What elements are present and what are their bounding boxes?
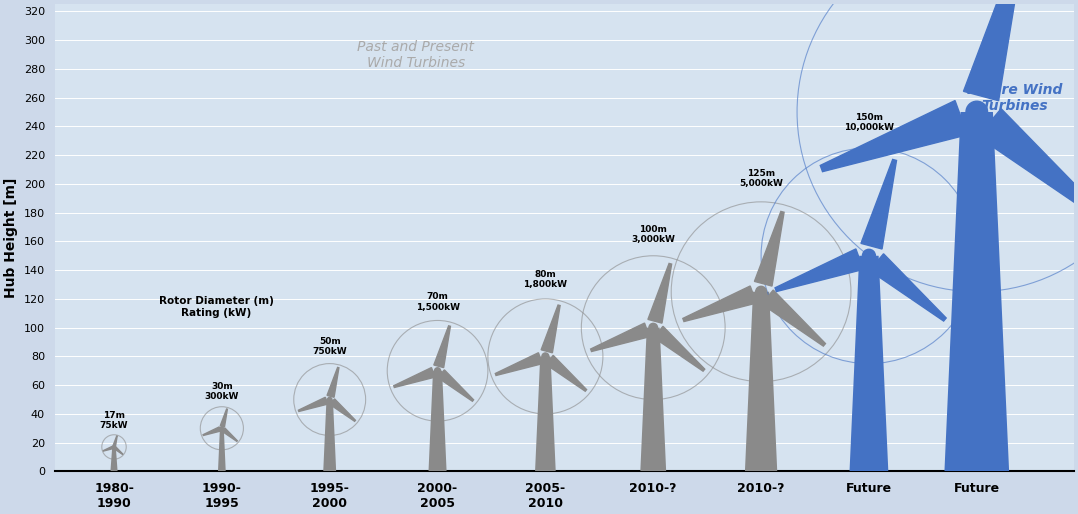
- Polygon shape: [393, 368, 434, 388]
- Polygon shape: [648, 263, 672, 323]
- Polygon shape: [541, 305, 561, 353]
- Polygon shape: [220, 409, 227, 427]
- Polygon shape: [820, 101, 967, 172]
- Polygon shape: [114, 447, 123, 454]
- Text: 150m
10,000kW: 150m 10,000kW: [844, 113, 894, 132]
- Text: 80m
1,800kW: 80m 1,800kW: [524, 270, 567, 289]
- Polygon shape: [755, 211, 784, 286]
- Polygon shape: [433, 326, 451, 368]
- Polygon shape: [545, 355, 586, 391]
- Text: 50m
750kW: 50m 750kW: [313, 337, 347, 356]
- Ellipse shape: [966, 101, 987, 123]
- Ellipse shape: [220, 427, 223, 430]
- Polygon shape: [203, 427, 221, 435]
- Polygon shape: [944, 112, 1009, 471]
- Ellipse shape: [434, 368, 441, 374]
- Polygon shape: [103, 446, 113, 451]
- Polygon shape: [299, 397, 328, 412]
- Polygon shape: [323, 399, 336, 471]
- Polygon shape: [849, 256, 888, 471]
- Text: Past and Present
Wind Turbines: Past and Present Wind Turbines: [358, 40, 474, 70]
- Ellipse shape: [328, 397, 332, 401]
- Ellipse shape: [112, 446, 115, 449]
- Polygon shape: [327, 368, 338, 397]
- Polygon shape: [653, 326, 705, 371]
- Polygon shape: [761, 290, 826, 346]
- Text: 70m
1,500kW: 70m 1,500kW: [415, 292, 459, 311]
- Polygon shape: [218, 428, 225, 471]
- Polygon shape: [330, 399, 356, 421]
- Polygon shape: [591, 323, 650, 352]
- Text: 17m
75kW: 17m 75kW: [100, 411, 128, 430]
- Polygon shape: [640, 327, 666, 471]
- Text: Future Wind
Turbines: Future Wind Turbines: [967, 83, 1062, 114]
- Text: 30m
300kW: 30m 300kW: [205, 382, 239, 401]
- Polygon shape: [682, 286, 757, 322]
- Text: 125m
5,000kW: 125m 5,000kW: [740, 169, 783, 188]
- Ellipse shape: [862, 249, 875, 262]
- Polygon shape: [495, 353, 542, 376]
- Polygon shape: [222, 428, 237, 442]
- Polygon shape: [861, 159, 897, 249]
- Ellipse shape: [649, 323, 658, 332]
- Polygon shape: [775, 249, 863, 291]
- Polygon shape: [438, 370, 473, 401]
- Polygon shape: [870, 254, 946, 321]
- Polygon shape: [113, 436, 118, 446]
- Polygon shape: [428, 371, 446, 471]
- Ellipse shape: [756, 286, 766, 297]
- Polygon shape: [964, 0, 1023, 101]
- Polygon shape: [978, 108, 1078, 221]
- Polygon shape: [535, 356, 556, 471]
- Text: Rotor Diameter (m)
Rating (kW): Rotor Diameter (m) Rating (kW): [160, 296, 274, 318]
- Polygon shape: [110, 447, 118, 471]
- Y-axis label: Hub Height [m]: Hub Height [m]: [4, 178, 18, 298]
- Polygon shape: [745, 292, 777, 471]
- Ellipse shape: [542, 353, 549, 360]
- Text: 100m
3,000kW: 100m 3,000kW: [632, 225, 675, 244]
